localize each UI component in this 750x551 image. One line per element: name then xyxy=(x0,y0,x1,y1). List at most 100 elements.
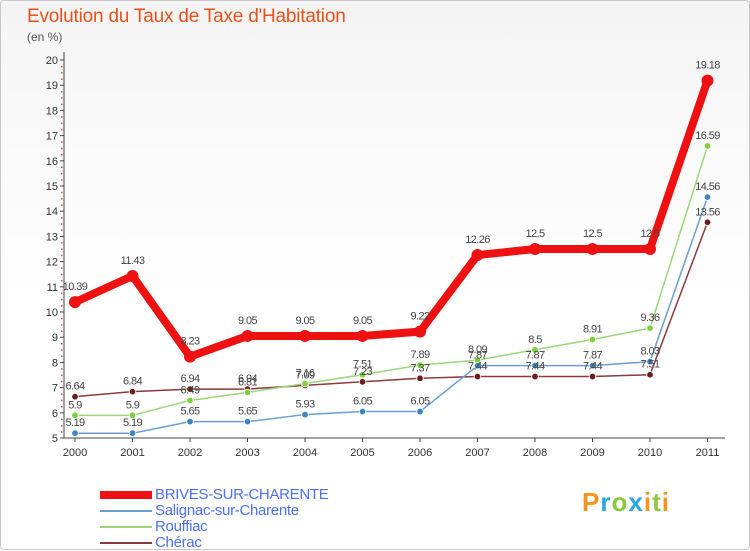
y-minor-tick xyxy=(61,305,63,307)
legend-swatch-rouffiac xyxy=(100,526,152,528)
data-label: 8.23 xyxy=(180,336,199,348)
y-tick-label: 14 xyxy=(46,206,58,218)
y-minor-tick xyxy=(61,154,63,156)
y-minor-tick xyxy=(61,91,63,93)
logo-letter: P xyxy=(582,487,601,517)
series-line-0 xyxy=(71,76,712,361)
data-label: 8.09 xyxy=(468,344,487,356)
chart-title: Evolution du Taux de Taxe d'Habitation xyxy=(27,6,346,27)
data-point xyxy=(184,350,196,363)
y-minor-tick xyxy=(61,330,63,332)
data-point xyxy=(588,335,597,344)
data-label: 5.19 xyxy=(65,417,84,429)
y-minor-tick xyxy=(61,267,63,269)
y-minor-tick xyxy=(61,97,63,99)
data-point xyxy=(243,388,252,397)
y-minor-tick xyxy=(61,147,63,150)
data-point xyxy=(128,387,137,396)
data-label: 12.26 xyxy=(465,234,490,246)
data-point xyxy=(186,417,194,426)
y-tick-label: 18 xyxy=(46,105,58,117)
y-minor-tick xyxy=(61,103,63,106)
y-minor-tick xyxy=(61,399,63,402)
data-label: 9.36 xyxy=(640,312,659,324)
data-label: 5.93 xyxy=(295,399,314,411)
y-minor-tick xyxy=(61,248,63,250)
y-minor-tick xyxy=(61,254,63,257)
y-tick-label: 17 xyxy=(46,131,58,143)
x-tick-label: 2006 xyxy=(408,447,432,459)
data-point xyxy=(416,374,424,382)
x-tick-label: 2000 xyxy=(63,447,87,459)
x-tick-label: 2001 xyxy=(120,447,144,459)
data-point xyxy=(358,378,367,386)
data-point xyxy=(301,379,309,388)
legend-swatch-brives xyxy=(100,491,152,499)
data-label: 9.22 xyxy=(410,311,429,323)
x-tick-label: 2002 xyxy=(178,447,202,459)
legend-label-salignac: Salignac-sur-Charente xyxy=(155,502,299,519)
data-point xyxy=(703,193,712,201)
data-label: 8.03 xyxy=(640,346,659,358)
data-label: 7.87 xyxy=(525,350,544,362)
data-point xyxy=(416,361,424,369)
data-point xyxy=(531,361,539,370)
data-point xyxy=(586,243,599,255)
logo-letter: i xyxy=(661,487,670,517)
y-tick-label: 16 xyxy=(46,156,58,168)
y-minor-tick xyxy=(61,380,63,383)
y-minor-tick xyxy=(61,349,63,351)
data-point xyxy=(358,407,367,416)
data-label: 12.5 xyxy=(583,228,602,240)
y-tick-label: 8 xyxy=(52,357,58,369)
data-point xyxy=(71,392,79,401)
data-label: 5.9 xyxy=(68,399,82,411)
data-point xyxy=(531,346,539,354)
y-minor-tick xyxy=(61,368,63,370)
y-minor-tick xyxy=(61,280,63,282)
data-point xyxy=(186,385,194,393)
data-label: 5.9 xyxy=(126,399,140,411)
data-point xyxy=(588,372,597,381)
data-point xyxy=(186,396,194,405)
y-minor-tick xyxy=(61,298,63,301)
data-point xyxy=(128,429,137,437)
y-tick-label: 11 xyxy=(47,282,58,294)
x-tick-label: 2010 xyxy=(638,447,662,459)
y-minor-tick xyxy=(61,223,63,225)
data-label: 7.37 xyxy=(410,362,429,374)
y-tick-label: 5 xyxy=(52,433,58,445)
logo-letter: i xyxy=(643,487,653,517)
data-point xyxy=(703,142,712,150)
y-minor-tick xyxy=(61,179,63,181)
logo-letter: t xyxy=(652,487,662,517)
logo-letter: o xyxy=(611,487,629,517)
data-label: 6.05 xyxy=(410,396,429,408)
data-label: 7.89 xyxy=(410,349,429,361)
data-point xyxy=(473,372,482,381)
data-label: 6.94 xyxy=(180,373,199,385)
x-tick-label: 2008 xyxy=(523,447,547,459)
data-label: 5.19 xyxy=(123,417,142,429)
data-point xyxy=(531,372,539,381)
data-label: 5.65 xyxy=(238,406,257,418)
data-label: 16.59 xyxy=(695,130,720,142)
data-point xyxy=(243,417,252,426)
x-tick-label: 2005 xyxy=(350,447,374,459)
y-minor-tick xyxy=(61,424,63,427)
data-label: 11.43 xyxy=(121,255,145,267)
legend-swatch-salignac xyxy=(100,510,152,512)
y-minor-tick xyxy=(61,317,63,320)
y-minor-tick xyxy=(61,172,63,175)
logo-letter: r xyxy=(600,487,612,517)
y-tick-label: 10 xyxy=(46,307,58,319)
y-minor-tick xyxy=(61,191,63,194)
data-point xyxy=(529,243,541,255)
y-tick-label: 6 xyxy=(52,408,58,420)
y-minor-tick xyxy=(61,355,63,358)
y-minor-tick xyxy=(61,128,63,131)
y-minor-tick xyxy=(61,198,63,200)
legend-label-cherac: Chérac xyxy=(155,534,202,551)
y-minor-tick xyxy=(61,65,63,68)
